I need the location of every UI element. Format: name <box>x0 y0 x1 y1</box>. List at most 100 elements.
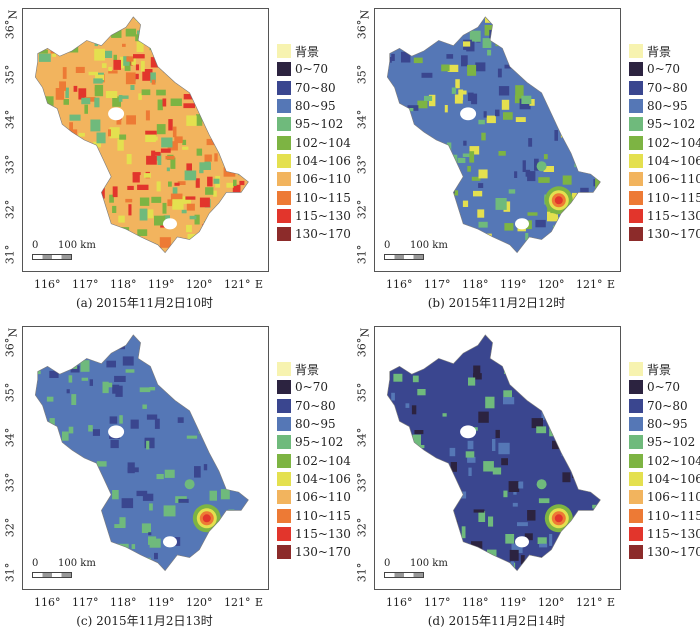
pixel-patch <box>240 474 244 487</box>
pixel-patch <box>512 502 518 507</box>
pixel-patch <box>604 150 613 160</box>
pixel-patch <box>591 27 601 40</box>
scalebar-distance: 100 km <box>410 240 448 251</box>
pixel-patch <box>196 148 203 156</box>
pixel-patch <box>189 62 193 75</box>
legend-swatch <box>629 172 643 187</box>
pixel-patch <box>194 466 201 478</box>
pixel-patch <box>387 159 388 168</box>
pixel-patch <box>123 56 130 66</box>
legend-entry: 70~80 <box>277 397 351 415</box>
scalebar <box>32 572 72 578</box>
pixel-patch <box>467 440 474 450</box>
pixel-patch <box>448 541 460 551</box>
pixel-patch <box>478 183 484 188</box>
scalebar-distance: 100 km <box>410 558 448 569</box>
legend-label: 70~80 <box>295 80 336 95</box>
pixel-patch <box>140 243 148 251</box>
pixel-patch <box>602 338 609 344</box>
scalebar-zero: 0 <box>384 240 391 251</box>
pixel-patch <box>515 582 522 588</box>
pixel-patch <box>377 540 380 548</box>
pixel-patch <box>234 237 238 250</box>
pixel-patch <box>207 119 218 130</box>
pixel-patch <box>376 521 384 525</box>
legend-label: 106~110 <box>295 172 351 187</box>
pixel-patch <box>49 370 59 378</box>
pixel-patch <box>183 94 196 100</box>
pixel-patch <box>417 100 428 109</box>
pixel-patch <box>606 100 617 105</box>
y-tick-label: 34° <box>3 109 17 130</box>
pixel-patch <box>125 244 131 253</box>
pixel-patch <box>189 215 197 220</box>
legend-entry: 95~102 <box>277 115 351 133</box>
pixel-patch <box>56 164 66 172</box>
legend-entry: 130~170 <box>277 225 351 243</box>
pixel-patch <box>139 197 150 206</box>
pixel-patch <box>122 43 126 47</box>
pixel-patch <box>610 566 615 573</box>
pixel-patch <box>609 82 621 90</box>
legend: 背景 0~70 70~80 80~95 95~102 102~104 104~106 106~… <box>277 360 351 561</box>
pixel-patch <box>119 415 123 424</box>
pixel-patch <box>601 87 609 98</box>
legend-label: 95~102 <box>295 117 344 132</box>
pixel-patch <box>232 134 239 142</box>
pixel-patch <box>242 75 249 85</box>
pixel-patch <box>190 370 196 375</box>
pixel-patch <box>161 137 173 148</box>
pixel-patch <box>514 171 518 178</box>
pixel-patch <box>565 543 575 554</box>
pixel-patch <box>541 411 545 420</box>
pixel-patch <box>89 379 93 386</box>
pixel-patch <box>586 391 594 399</box>
pixel-patch <box>101 63 107 68</box>
pixel-patch <box>614 253 619 258</box>
pixel-patch <box>46 34 52 38</box>
pixel-patch <box>116 116 122 125</box>
pixel-patch <box>150 57 162 68</box>
pixel-patch <box>465 451 475 458</box>
pixel-patch <box>435 190 445 197</box>
pixel-patch <box>242 251 249 253</box>
pixel-patch <box>260 384 266 392</box>
pixel-patch <box>501 458 508 466</box>
legend-entry: 背景 <box>277 42 351 60</box>
pixel-patch <box>416 262 426 267</box>
pixel-patch <box>477 209 485 218</box>
pixel-patch <box>63 199 74 203</box>
pixel-patch <box>260 204 264 213</box>
pixel-patch <box>594 377 601 389</box>
pixel-patch <box>389 18 399 27</box>
pixel-patch <box>57 26 63 32</box>
pixel-patch <box>113 59 121 70</box>
pixel-patch <box>108 129 111 137</box>
pixel-patch <box>494 584 505 591</box>
pixel-patch <box>395 503 401 509</box>
pixel-patch <box>456 341 466 346</box>
pixel-patch <box>93 78 103 84</box>
pixel-patch <box>156 365 168 372</box>
legend-label: 70~80 <box>647 80 688 95</box>
pixel-patch <box>461 90 467 95</box>
pixel-patch <box>83 255 88 267</box>
pixel-patch <box>397 161 402 173</box>
pixel-patch <box>29 216 32 219</box>
pixel-patch <box>74 176 82 181</box>
pixel-patch <box>397 158 404 169</box>
pixel-patch <box>237 138 246 146</box>
pixel-patch <box>461 526 466 539</box>
pixel-patch <box>190 240 198 251</box>
pixel-patch <box>116 232 120 238</box>
pixel-patch <box>151 334 160 336</box>
hotspot <box>554 514 563 523</box>
pixel-patch <box>454 491 467 499</box>
pixel-patch <box>549 404 560 408</box>
pixel-patch <box>49 527 60 535</box>
pixel-patch <box>582 232 594 237</box>
x-tick-label: 119° <box>500 278 527 291</box>
scalebar-distance: 100 km <box>58 240 96 251</box>
pixel-patch <box>156 474 164 480</box>
pixel-patch <box>195 33 206 45</box>
